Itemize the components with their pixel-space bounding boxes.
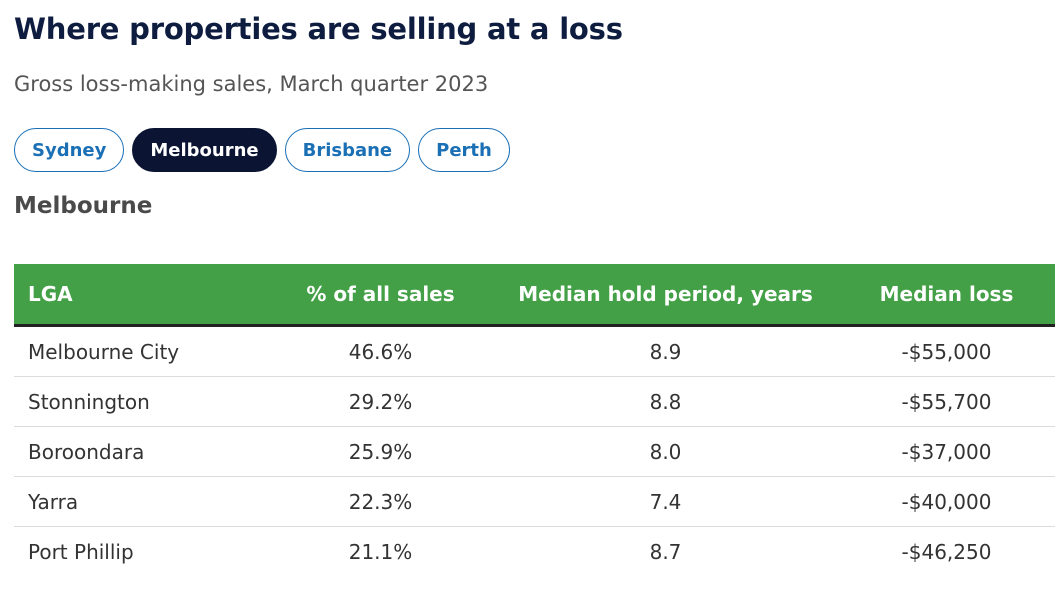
cell-lga: Port Phillip <box>28 539 134 564</box>
table-header-row: LGA % of all sales Median hold period, y… <box>14 264 1055 327</box>
table-row: Yarra 22.3% 7.4 -$40,000 <box>14 476 1055 527</box>
tab-perth[interactable]: Perth <box>418 128 510 172</box>
cell-lga: Melbourne City <box>14 325 268 377</box>
cell-median-loss: -$55,000 <box>838 325 1055 377</box>
table-row: Boroondara 25.9% 8.0 -$37,000 <box>14 426 1055 477</box>
loss-table: LGA % of all sales Median hold period, y… <box>14 264 1055 576</box>
cell-lga: Yarra <box>14 476 268 527</box>
cell-median-loss: -$55,700 <box>838 376 1055 427</box>
cell-hold-period: 8.8 <box>493 376 838 427</box>
table-row: Stonnington 29.2% 8.8 -$55,700 <box>14 376 1055 427</box>
tab-melbourne[interactable]: Melbourne <box>132 128 277 172</box>
table-row: Melbourne City 46.6% 8.9 -$55,000 <box>14 325 1055 377</box>
column-header-hold-period[interactable]: Median hold period, years <box>493 264 838 327</box>
cell-pct-sales: 25.9% <box>268 426 493 477</box>
cell-lga: Boroondara <box>14 426 268 477</box>
cell-median-loss: -$46,250 <box>901 539 992 564</box>
column-header-pct-sales[interactable]: % of all sales <box>268 264 493 327</box>
page-subtitle: Gross loss-making sales, March quarter 2… <box>14 72 489 96</box>
column-header-median-loss[interactable]: Median loss <box>838 264 1055 327</box>
column-header-lga[interactable]: LGA <box>14 264 268 327</box>
table-row: Port Phillip 21.1% 8.7 -$46,250 <box>14 527 1055 577</box>
cell-hold-period: 8.9 <box>493 325 838 377</box>
cell-pct-sales: 22.3% <box>268 476 493 527</box>
cell-pct-sales: 46.6% <box>268 325 493 377</box>
cell-median-loss: -$40,000 <box>838 476 1055 527</box>
cell-pct-sales: 29.2% <box>268 376 493 427</box>
cell-hold-period: 8.7 <box>649 539 682 564</box>
cell-pct-sales: 21.1% <box>348 539 413 564</box>
tab-sydney[interactable]: Sydney <box>14 128 125 172</box>
cell-hold-period: 7.4 <box>493 476 838 527</box>
page-title: Where properties are selling at a loss <box>14 12 623 46</box>
cell-hold-period: 8.0 <box>493 426 838 477</box>
city-tabs: Sydney Melbourne Brisbane Perth <box>14 128 510 172</box>
section-heading: Melbourne <box>14 193 153 219</box>
cell-lga: Stonnington <box>14 376 268 427</box>
cell-median-loss: -$37,000 <box>838 426 1055 477</box>
tab-brisbane[interactable]: Brisbane <box>284 128 411 172</box>
